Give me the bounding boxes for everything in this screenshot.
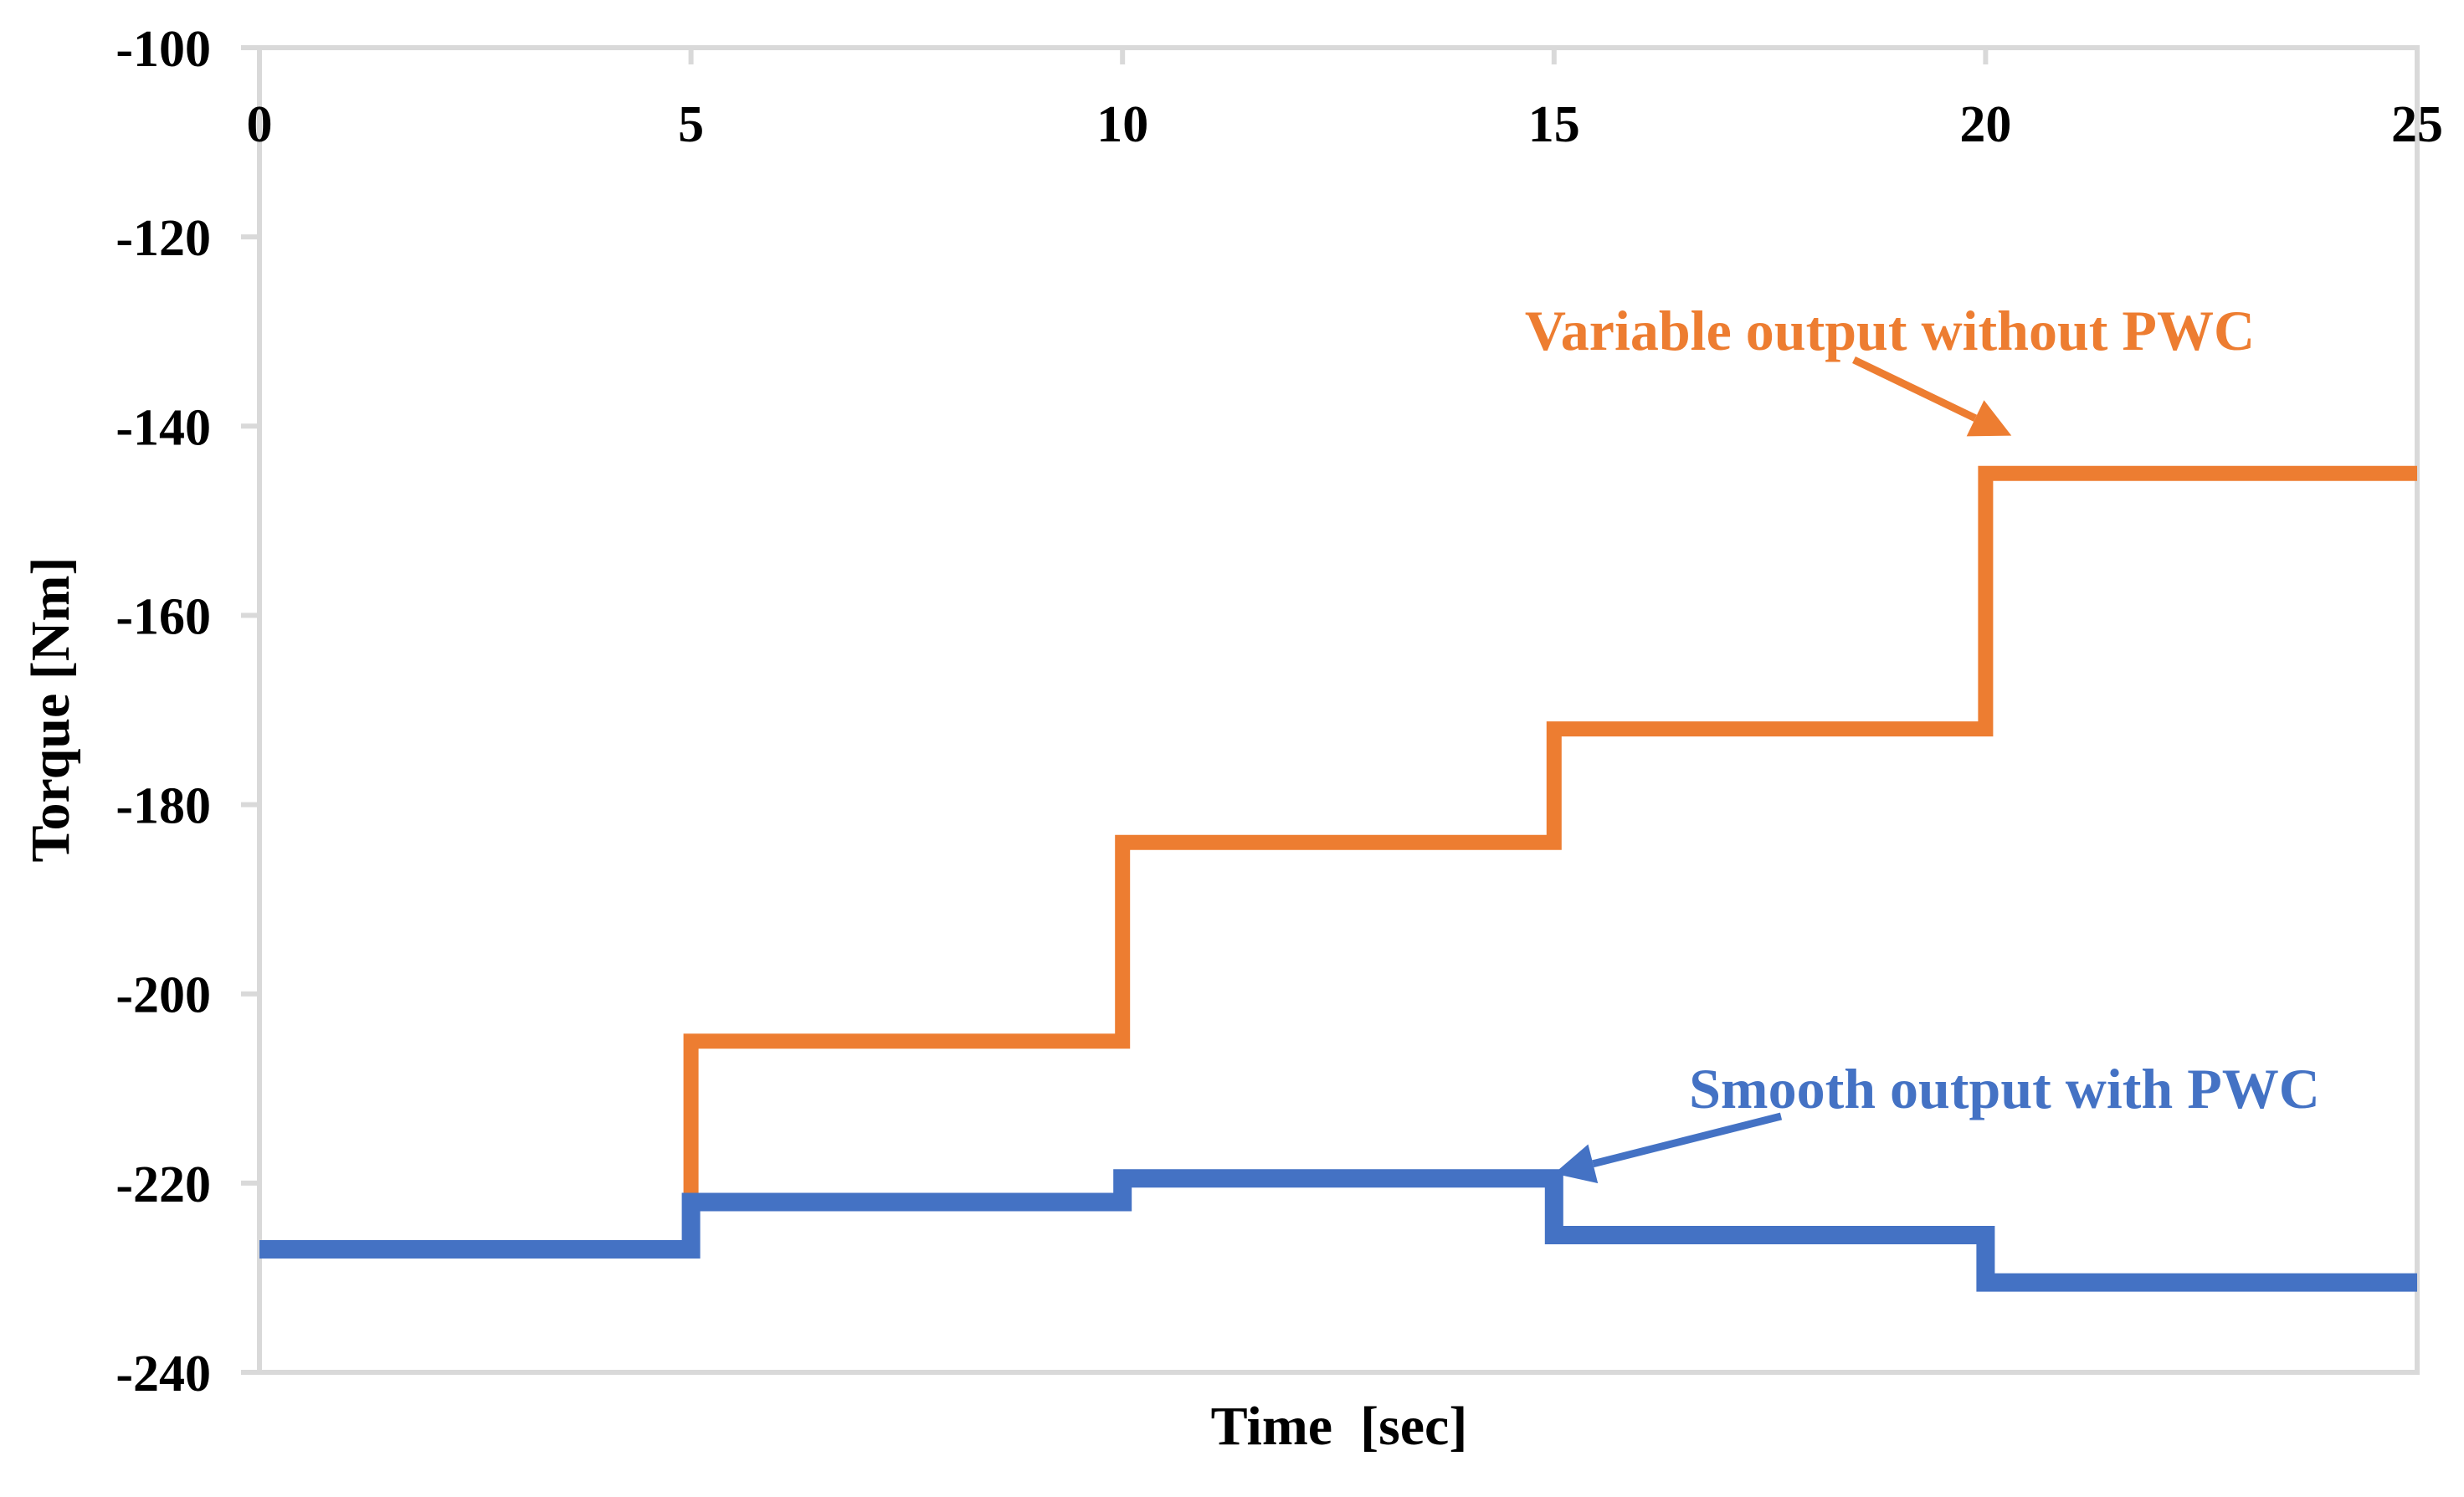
y-tick-label: -180: [116, 778, 211, 835]
annotation-arrow-head: [1966, 400, 2012, 437]
x-tick-label: 25: [2391, 96, 2443, 153]
y-tick-label: -160: [116, 588, 211, 645]
annotation-arrow-shaft: [1852, 356, 1978, 422]
x-tick-label: 0: [247, 96, 273, 153]
y-tick-label: -200: [116, 967, 211, 1024]
y-axis-label: Torque [Nm]: [20, 557, 81, 863]
annotations: Variable output without PWC Smooth output…: [1525, 299, 2320, 1184]
y-tick-label: -220: [116, 1156, 211, 1213]
x-tick-label: 10: [1096, 96, 1148, 153]
annotation-smooth-output: Smooth output with PWC: [1689, 1057, 2320, 1120]
x-axis-label: Time [sec]: [1211, 1396, 1468, 1457]
x-tick-label: 20: [1959, 96, 2011, 153]
y-axis-ticks: -100 -120 -140 -160 -180 -200 -220 -240: [116, 21, 259, 1402]
annotation-variable-output: Variable output without PWC: [1525, 299, 2255, 362]
annotation-arrow-head: [1553, 1144, 1599, 1184]
y-tick-label: -120: [116, 210, 211, 267]
y-tick-label: -100: [116, 21, 211, 78]
series-line-variable-output: [259, 465, 2417, 1257]
x-tick-label: 15: [1528, 96, 1580, 153]
plot-frame: [257, 45, 2420, 1375]
y-tick-label: -240: [116, 1346, 211, 1402]
x-axis-ticks: 0 5 10 15 20 25: [247, 48, 2443, 153]
x-tick-label: 5: [678, 96, 704, 153]
y-tick-label: -140: [116, 399, 211, 456]
series-line-smooth-output: [259, 1169, 2417, 1292]
annotation-arrow-shaft: [1592, 1112, 1783, 1168]
series-lines: [259, 465, 2417, 1292]
